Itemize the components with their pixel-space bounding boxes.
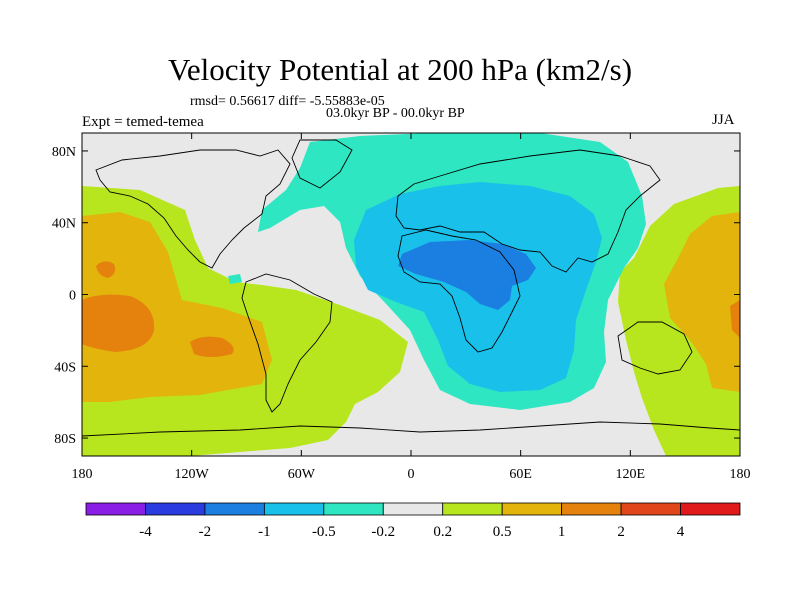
colorbar-level-label: -4 (139, 524, 152, 540)
colorbar-swatch (680, 502, 741, 516)
lat-tick-label: 40S (54, 360, 76, 375)
season-label: JJA (712, 112, 735, 128)
lat-tick-label: 40N (52, 217, 76, 232)
map-panel: 80N 40N 0 40S 80S 180 120W 60W 0 60E 120E 180 (52, 132, 751, 482)
coastline-africa (397, 229, 521, 353)
lon-tick-label: 60W (288, 467, 316, 482)
colorbar-level-label: 2 (617, 524, 625, 540)
colorbar-level-label: 4 (677, 524, 685, 540)
experiment-label: Expt = temed-temea (82, 114, 204, 130)
coastline-eurasia (395, 149, 661, 273)
contour-1-to-2-pacific-south (82, 294, 155, 352)
coastline-australia (617, 321, 693, 375)
colorbar-swatch (85, 502, 146, 516)
contour-1-to-2-west-pacific (730, 300, 740, 338)
colorbar-swatch (382, 502, 444, 516)
colorbar-swatch (442, 502, 503, 516)
colorbar-level-label: 0.2 (433, 524, 452, 540)
coastline-greenland (291, 139, 353, 189)
lat-tick-label: 0 (69, 289, 76, 304)
coastline-south-america (241, 273, 333, 413)
colorbar-level-label: 1 (558, 524, 566, 540)
colorbar-level-label: 0.5 (493, 524, 512, 540)
time-period-label: 03.0kyr BP - 00.0kyr BP (326, 106, 465, 121)
colorbar-swatch (620, 502, 681, 516)
contour-1-to-2-east-pacific (190, 336, 234, 357)
colorbar-swatch (204, 502, 265, 516)
contour-minus0.5-small-atlantic (228, 274, 242, 284)
lon-tick-label: 0 (408, 467, 415, 482)
contour-1-to-2-pacific-north (96, 261, 116, 278)
lat-tick-label: 80N (52, 145, 76, 160)
plot-title: Velocity Potential at 200 hPa (km2/s) (167, 52, 633, 87)
lon-tick-label: 120W (175, 467, 210, 482)
lon-tick-label: 180 (72, 467, 93, 482)
colorbar-swatch (561, 502, 622, 516)
latitude-axis: 80N 40N 0 40S 80S (52, 145, 740, 447)
colorbar-level-label: -1 (258, 524, 271, 540)
colorbar-swatch (145, 502, 206, 516)
lat-tick-label: 80S (54, 432, 76, 447)
colorbar-level-label: -0.2 (371, 524, 395, 540)
rmsd-diff-stats: rmsd= 0.56617 diff= -5.55883e-05 (190, 94, 385, 109)
colorbar-level-label: -2 (199, 524, 212, 540)
contour-minus2-to-minus1 (398, 240, 536, 310)
colorbar-level-label: -0.5 (312, 524, 336, 540)
coastline-antarctica (82, 421, 740, 437)
lon-tick-label: 60E (509, 467, 532, 482)
coastline-north-america (95, 149, 291, 269)
colorbar: -4 -2 -1 -0.5 -0.2 0.2 0.5 1 2 4 (85, 502, 741, 540)
colorbar-swatch (323, 502, 384, 516)
lon-tick-label: 120E (616, 467, 646, 482)
lon-tick-label: 180 (730, 467, 751, 482)
contour-0.5-to-1-west-pacific (664, 212, 740, 392)
colorbar-swatch (263, 502, 325, 516)
colorbar-swatch (501, 502, 563, 516)
longitude-axis: 180 120W 60W 0 60E 120E 180 (72, 133, 751, 482)
